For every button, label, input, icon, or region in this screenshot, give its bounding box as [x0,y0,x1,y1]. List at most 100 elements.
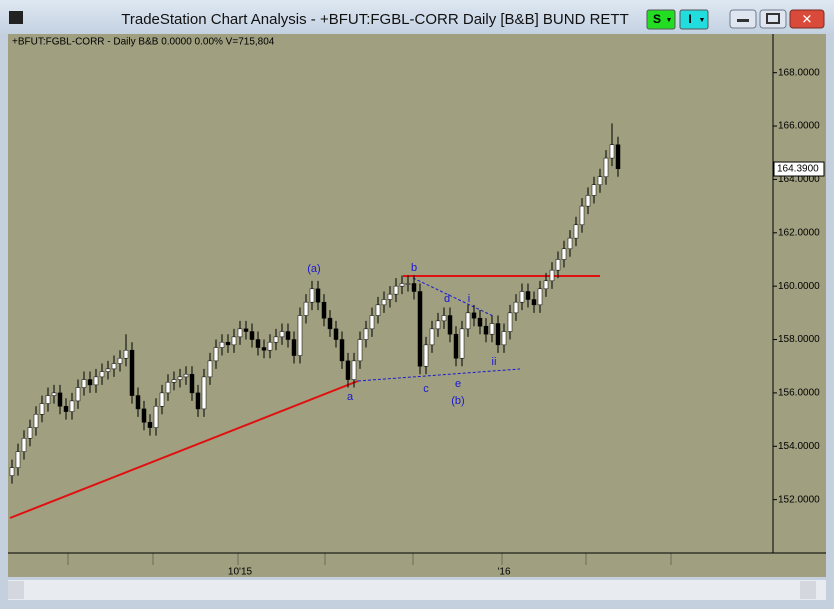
wave-label: (b) [451,395,464,407]
candle-body [183,373,189,378]
candle-body [309,288,315,303]
candle-body [537,288,543,306]
y-tick-label: 158.0000 [778,334,820,345]
candle-body [369,315,375,330]
candle-body [417,291,423,367]
candle-body [333,328,339,340]
candle-body [249,331,255,340]
candle-body [279,331,285,338]
indicator-button[interactable] [679,9,709,30]
wave-label: ii [492,356,497,368]
candle-body [585,195,591,207]
candle-body [285,331,291,340]
wave-label: c [423,383,429,395]
candle-body [441,315,447,322]
wave-label: a [347,391,354,403]
scroll-left[interactable] [8,581,24,599]
candle-body [591,184,597,196]
candle-body [351,360,357,380]
candle-body [141,408,147,423]
candle-body [195,392,201,410]
y-tick-label: 168.0000 [778,67,820,78]
candle-body [501,331,507,346]
y-tick-label: 160.0000 [778,281,820,292]
candle-body [171,379,177,383]
candle-body [387,293,393,300]
candle-body [165,381,171,394]
last-price-label: 164.3900 [777,164,819,175]
candle-body [579,205,585,226]
candle-body [105,368,111,372]
candle-body [291,339,297,356]
candle-body [273,336,279,343]
candle-body [207,360,213,378]
candle-body [237,328,243,338]
candle-body [93,376,99,386]
y-tick-label: 166.0000 [778,121,820,132]
candle-body [549,269,555,282]
candle-body [531,299,537,306]
candle-body [465,312,471,330]
candle-body [393,285,399,295]
month-grid [67,553,672,565]
scrollbar[interactable] [8,580,826,600]
candle-body [327,317,333,330]
dropdown-arrow: ▼ [666,17,673,24]
close-button[interactable] [789,9,825,29]
candle-body [255,339,261,348]
candle-body [63,405,69,412]
scroll-right[interactable] [800,581,816,599]
candle-body [45,395,51,404]
candle-body [489,323,495,335]
candle-body [453,333,459,359]
candle-body [243,328,249,332]
candle-body [219,341,225,348]
candle-body [81,379,87,388]
triangle-line [357,368,521,382]
close-icon: ✕ [802,11,813,26]
candle-body [447,315,453,335]
candle-body [471,312,477,319]
candle-body [147,421,153,428]
candle-body [495,323,501,346]
candle-body [303,301,309,316]
minimize-icon [737,19,749,22]
candle-body [33,413,39,428]
strategy-button[interactable] [646,9,676,30]
candle-body [9,467,15,476]
candle-body [561,248,567,260]
candle-body [75,387,81,402]
app-icon [9,11,23,24]
wave-label: b [411,262,417,274]
candle-body [405,283,411,285]
candles [9,123,621,484]
candle-body [177,376,183,380]
candle-body [573,224,579,239]
candle-body [609,144,615,159]
candle-body [153,405,159,428]
wave-label: e [455,378,461,390]
candle-body [321,301,327,319]
candle-body [117,357,123,364]
candle-body [129,349,135,396]
maximize-button[interactable] [759,9,787,29]
candle-body [261,347,267,351]
last-price-box [773,161,825,177]
candle-body [525,291,531,300]
candle-body [51,392,57,396]
candle-body [429,328,435,346]
candle-body [603,157,609,178]
y-tick-label: 162.0000 [778,227,820,238]
y-tick-label: 152.0000 [778,494,820,505]
candle-body [99,371,105,378]
candle-body [597,176,603,186]
symbol-info: +BFUT:FGBL-CORR - Daily B&B 0.0000 0.00%… [12,37,275,48]
candle-body [135,395,141,410]
candle-body [543,280,549,290]
candle-body [339,339,345,362]
chart-background [8,34,826,577]
candle-body [189,373,195,394]
candle-body [159,392,165,407]
candle-body [111,363,117,370]
y-tick-label: 154.0000 [778,441,820,452]
